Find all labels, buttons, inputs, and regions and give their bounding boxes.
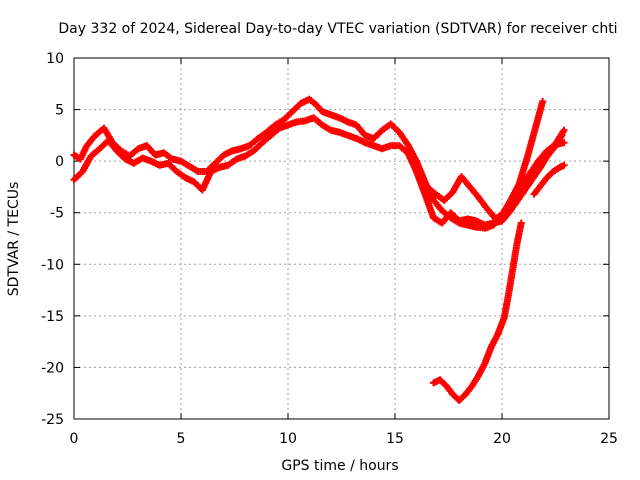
data-point — [517, 219, 525, 227]
series-track-4 — [511, 126, 568, 208]
chart-title: Day 332 of 2024, Sidereal Day-to-day VTE… — [58, 21, 617, 37]
y-tick-label: -25 — [41, 412, 64, 428]
series-track-1 — [70, 95, 547, 232]
x-tick-label: 0 — [70, 431, 79, 447]
y-tick-label: 10 — [46, 51, 64, 67]
x-tick-label: 20 — [493, 431, 511, 447]
plot-frame — [73, 57, 610, 420]
data-point — [560, 161, 568, 169]
data-point — [560, 139, 568, 147]
y-tick-labels: -25 -20 -15 -10 -5 0 5 10 — [41, 51, 64, 428]
y-tick-label: -20 — [41, 360, 64, 376]
axis-ticks — [73, 57, 610, 420]
data-marks — [70, 95, 568, 404]
x-axis-label: GPS time / hours — [281, 458, 398, 474]
series-track-5 — [530, 161, 568, 198]
x-tick-labels: 0 5 10 15 20 25 — [70, 431, 618, 447]
series-track-3 — [423, 139, 568, 223]
y-axis-label: SDTVAR / TECUs — [6, 182, 22, 297]
series-track-6 — [430, 219, 525, 404]
y-tick-label: 5 — [55, 103, 64, 119]
gridlines — [74, 58, 609, 419]
data-point — [539, 97, 547, 105]
data-point — [560, 126, 568, 134]
y-tick-label: -5 — [50, 206, 64, 222]
y-tick-label: -10 — [41, 257, 64, 273]
y-tick-label: -15 — [41, 309, 64, 325]
x-tick-label: 5 — [177, 431, 186, 447]
x-tick-label: 10 — [279, 431, 297, 447]
x-tick-label: 15 — [386, 431, 404, 447]
y-tick-label: 0 — [55, 154, 64, 170]
x-tick-label: 25 — [600, 431, 618, 447]
